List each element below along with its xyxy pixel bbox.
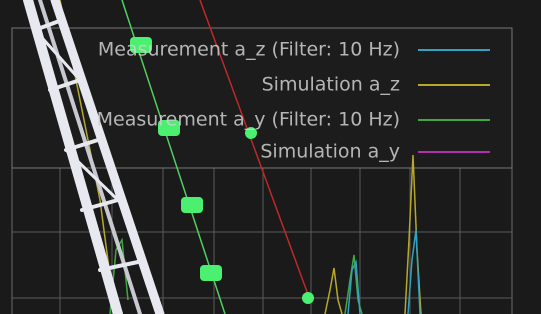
legend-label: Simulation a_y bbox=[260, 141, 400, 163]
video-frame: Measurement a_z (Filter: 10 Hz) Simulatio… bbox=[0, 0, 541, 314]
legend-label: Measurement a_y (Filter: 10 Hz) bbox=[97, 109, 400, 131]
marker bbox=[200, 265, 222, 281]
legend-label: Measurement a_z (Filter: 10 Hz) bbox=[98, 39, 400, 61]
marker bbox=[181, 197, 203, 213]
marker bbox=[302, 292, 314, 304]
page: {"legend": {"entries": [ {"label": "Meas… bbox=[0, 0, 541, 314]
legend-label: Simulation a_z bbox=[262, 74, 400, 96]
